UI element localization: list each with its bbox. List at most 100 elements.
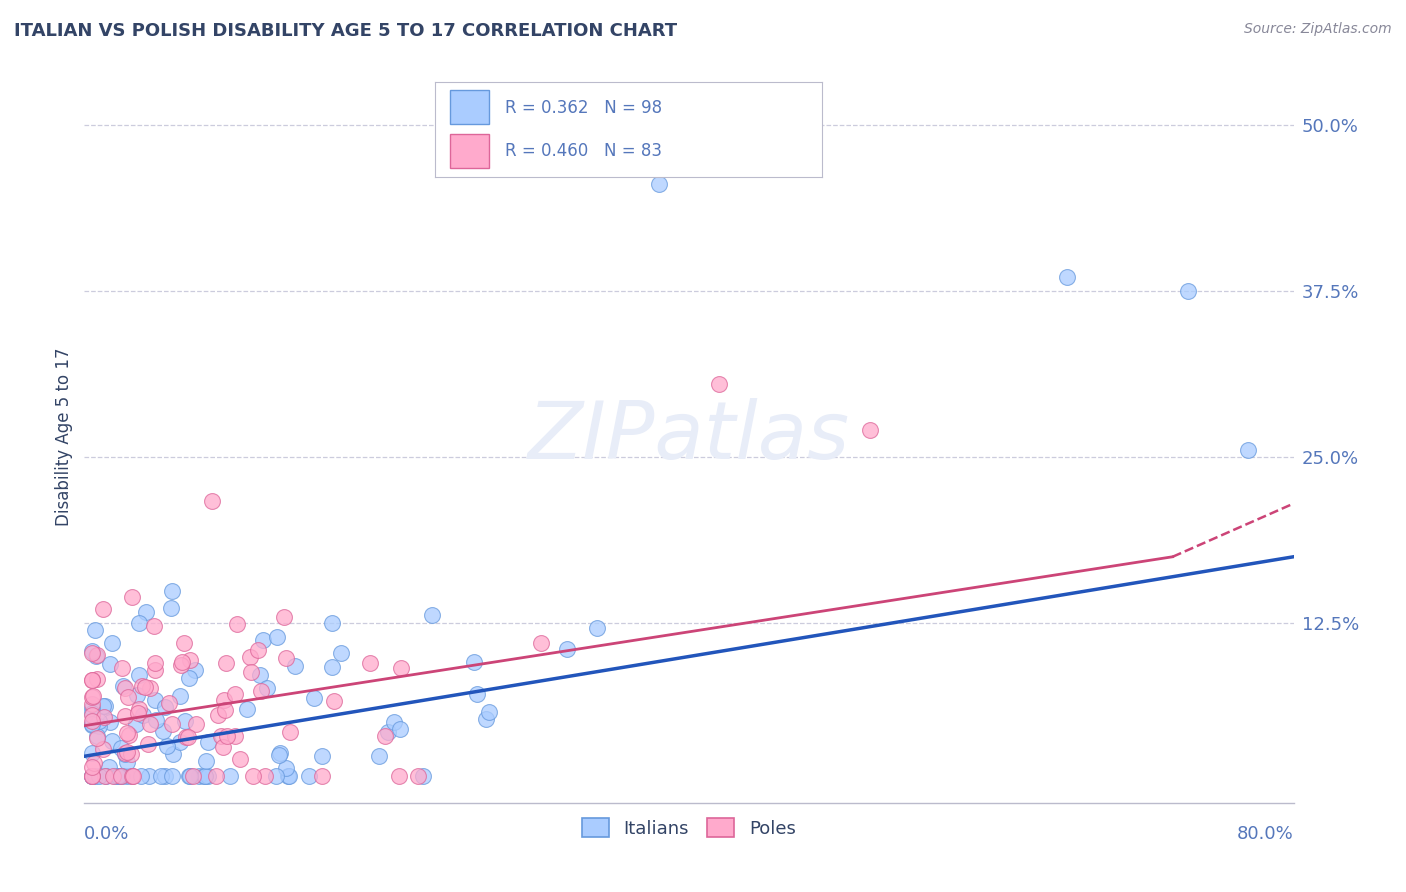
Point [226,617,249,632]
Point [103,769,125,783]
Point [273,610,295,624]
Point [274,651,297,665]
Point [80,708,103,723]
Point [155,769,177,783]
Point [368,749,391,764]
Point [152,723,174,738]
Point [86,673,108,687]
Legend: Italians, Poles: Italians, Poles [575,811,803,845]
Point [94,769,117,783]
Point [238,649,260,664]
Point [215,656,238,670]
Point [186,716,208,731]
Point [269,747,291,762]
Point [311,769,333,783]
Point [129,769,152,783]
Point [207,708,229,723]
Point [1237,443,1260,458]
Text: Source: ZipAtlas.com: Source: ZipAtlas.com [1244,22,1392,37]
Point [80,700,103,714]
Point [125,717,148,731]
Point [136,738,159,752]
Point [121,769,143,783]
Point [179,653,201,667]
Point [302,690,325,705]
Point [224,729,246,743]
Point [212,740,235,755]
Point [128,616,150,631]
Point [205,769,228,783]
Point [114,746,136,760]
Point [264,769,287,783]
Point [131,679,153,693]
Point [121,590,143,604]
Point [87,719,110,733]
Point [176,730,198,744]
Point [195,754,218,768]
Point [374,729,396,743]
Point [143,664,166,678]
Point [80,673,103,687]
Point [143,693,166,707]
Text: 80.0%: 80.0% [1237,825,1294,843]
Point [80,769,103,783]
Point [107,769,129,783]
Point [139,717,162,731]
Point [215,729,238,743]
Point [859,424,882,438]
Point [382,715,405,730]
Point [475,712,498,726]
Text: 0.0%: 0.0% [84,825,129,843]
Point [86,649,108,664]
Point [160,717,183,731]
Point [80,690,103,704]
Point [170,655,193,669]
Point [118,728,141,742]
Point [160,584,183,599]
Point [298,769,321,783]
Point [145,713,167,727]
Point [555,642,578,657]
Point [80,769,103,783]
Point [174,714,197,729]
Point [389,722,412,736]
Point [80,673,103,687]
Point [239,665,262,680]
Point [94,699,117,714]
Point [80,769,103,783]
Point [1177,284,1199,298]
Point [80,644,103,658]
Point [80,717,103,731]
Point [159,601,181,615]
Point [98,715,121,730]
Point [80,706,103,720]
Point [278,769,301,783]
Text: ZIPatlas: ZIPatlas [527,398,851,476]
Point [212,693,235,707]
Point [80,718,103,732]
Point [1056,270,1078,285]
Point [86,731,108,746]
Point [389,661,412,675]
Point [80,760,103,774]
Point [101,734,124,748]
Point [87,769,110,783]
Point [252,633,274,648]
Point [173,636,195,650]
Point [128,702,150,716]
Point [224,687,246,701]
Point [235,702,257,716]
Point [134,680,156,694]
Point [138,769,160,783]
Point [150,769,173,783]
Point [82,689,104,703]
Point [194,769,217,783]
Point [143,656,166,670]
Point [114,681,136,695]
Point [117,690,139,704]
Point [162,747,184,761]
Point [709,376,731,391]
Point [132,708,155,723]
Point [214,702,236,716]
Point [412,769,434,783]
